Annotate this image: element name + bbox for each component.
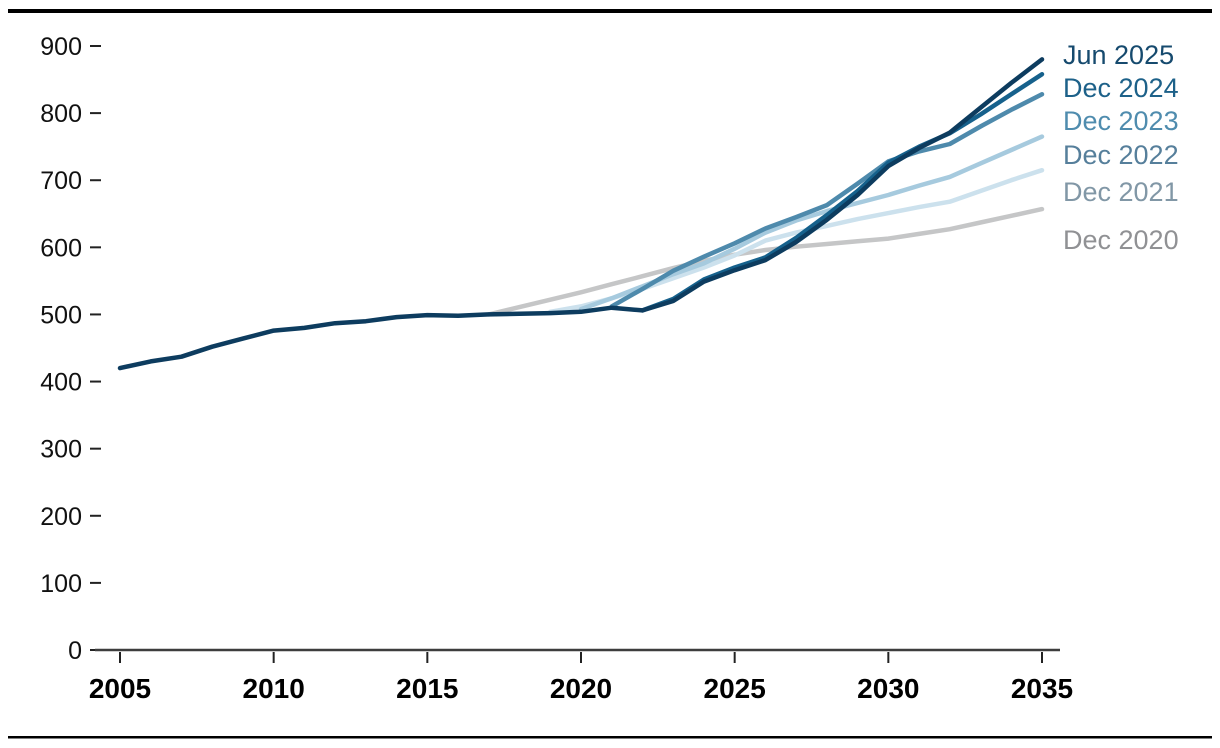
y-axis-tick-label-700: 700	[40, 167, 82, 195]
legend-label-dec-2021: Dec 2021	[1063, 177, 1179, 207]
bottom-frame-rule	[8, 736, 1212, 739]
x-axis-tick-label-2005: 2005	[89, 673, 151, 704]
x-axis-tick-label-2010: 2010	[243, 673, 305, 704]
legend-label-dec-2020: Dec 2020	[1063, 225, 1179, 255]
y-axis-tick-label-200: 200	[40, 503, 82, 531]
legend-label-jun-2025: Jun 2025	[1063, 40, 1174, 70]
x-axis-tick-label-2030: 2030	[857, 673, 919, 704]
y-axis-tick-label-900: 900	[40, 33, 82, 61]
y-axis-tick-label-600: 600	[40, 234, 82, 262]
legend-label-dec-2024: Dec 2024	[1063, 73, 1179, 103]
series-line-jun-2025	[117, 57, 1045, 371]
series-line-dec-2023	[609, 92, 1045, 309]
y-axis-tick-label-300: 300	[40, 436, 82, 464]
series-line-dec-2020	[486, 206, 1045, 317]
x-axis-tick-label-2035: 2035	[1011, 673, 1073, 704]
y-axis-tick-label-100: 100	[40, 570, 82, 598]
y-axis-tick-label-400: 400	[40, 369, 82, 397]
x-axis-tick-label-2020: 2020	[550, 673, 612, 704]
y-axis-tick-label-500: 500	[40, 301, 82, 329]
top-frame-rule	[8, 9, 1212, 13]
y-axis-tick-label-0: 0	[68, 637, 82, 665]
x-axis-tick-label-2015: 2015	[396, 673, 458, 704]
legend-label-dec-2023: Dec 2023	[1063, 106, 1179, 136]
x-axis-tick-label-2025: 2025	[704, 673, 766, 704]
legend-label-dec-2022: Dec 2022	[1063, 140, 1179, 170]
y-axis-tick-label-800: 800	[40, 100, 82, 128]
